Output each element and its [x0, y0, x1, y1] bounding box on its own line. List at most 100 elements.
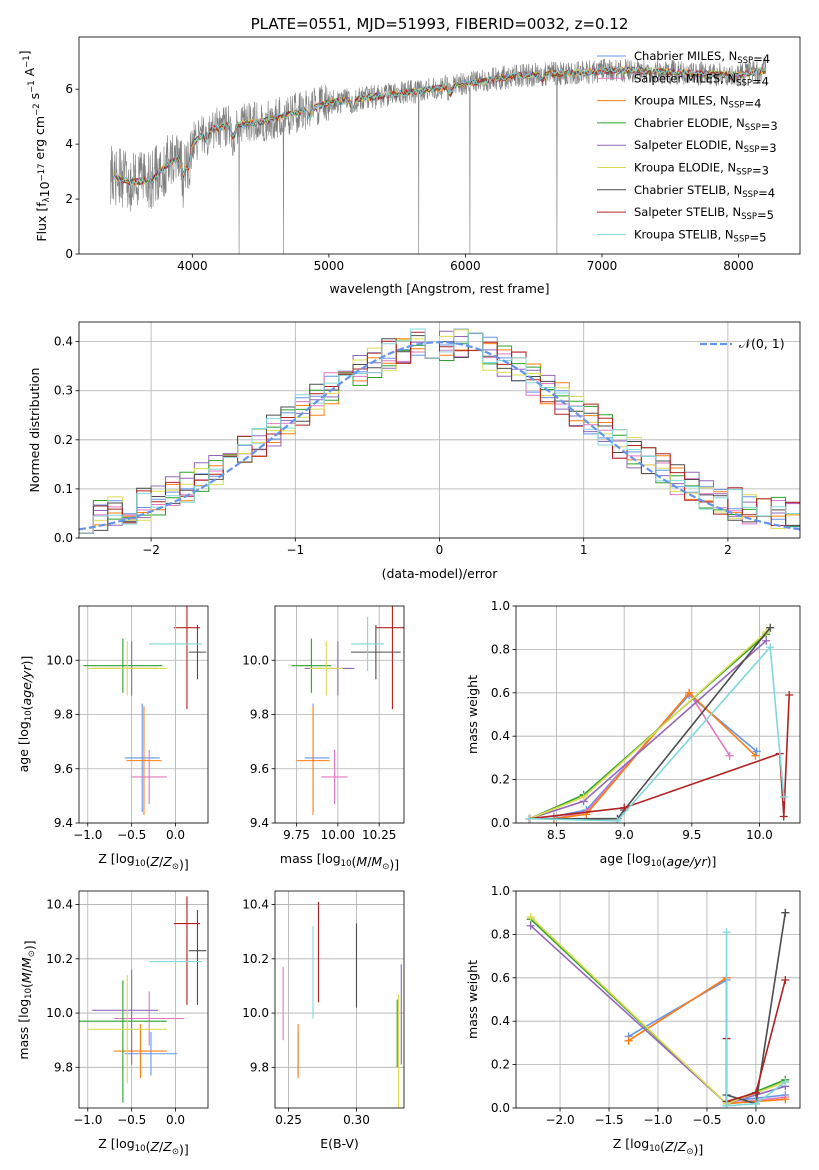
- legend-entry: Kroupa STELIB, NSSP=5: [634, 227, 766, 244]
- x-tick-label: 2: [724, 543, 732, 557]
- y-tick-label: 0.0: [491, 1101, 510, 1115]
- y-tick-label: 9.4: [54, 816, 73, 830]
- y-tick-label: 0.8: [491, 927, 510, 941]
- axis-frame-spectrum: 4000 5000 6000 7000 8000 0 2 4 6: [65, 36, 801, 273]
- data-point-marker: [781, 1077, 790, 1086]
- legend-entry: Salpeter STELIB, NSSP=5: [634, 205, 774, 222]
- x-tick-label: 9.5: [682, 828, 701, 842]
- y-tick-label: 9.8: [250, 708, 269, 722]
- y-tick-label: 0.4: [491, 1014, 510, 1028]
- y-tick-label: 9.6: [54, 762, 73, 776]
- x-tick-label: 7000: [587, 259, 618, 273]
- y-tick-label: 10.4: [46, 898, 73, 912]
- axes-mass_vs_Z: −1.0 −0.5 0.0 9.8 10.0 10.2 10.4: [46, 890, 209, 1127]
- axes-spectrum: 4000 5000 6000 7000 8000 0 2 4 6: [65, 36, 801, 273]
- y-tick-label: 1.0: [491, 884, 510, 898]
- legend-entry: Chabrier MILES, NSSP=4: [634, 49, 770, 66]
- axes-frame: [274, 890, 405, 1109]
- y-tick-label: 2: [65, 192, 73, 206]
- plot-area-mass_vs_Z: [79, 896, 207, 1103]
- data-point-marker: [751, 751, 760, 760]
- axes-residuals: −2 −1 0 1 2 0.0 0.1 0.2 0.3 0.4: [54, 321, 801, 557]
- x-tick-label: 10.00: [321, 828, 355, 842]
- data-point-marker: [779, 812, 788, 821]
- y-tick-label: 0.1: [54, 482, 73, 496]
- x-tick-label: 10.25: [362, 828, 396, 842]
- y-tick-label: 9.6: [250, 762, 269, 776]
- y-tick-label: 0.2: [491, 1058, 510, 1072]
- x-axis-label: E(B-V): [320, 1136, 359, 1151]
- y-tick-label: 0.0: [54, 531, 73, 545]
- y-tick-label: 10.0: [46, 653, 73, 667]
- legend-entry: Kroupa MILES, NSSP=4: [634, 94, 761, 111]
- axes-mass_weight_vs_age: 8.5 9.0 9.5 10.0 0.0 0.2 0.4 0.6 0.8 1.0: [491, 599, 801, 842]
- x-axis-label: mass [log10(M/M⊙)]: [280, 851, 399, 872]
- data-point-marker: [722, 928, 731, 937]
- data-point-marker: [751, 1099, 760, 1108]
- series-line: [529, 694, 790, 820]
- y-tick-label: 0.6: [491, 971, 510, 985]
- plot-area-age_vs_Z: [83, 606, 207, 815]
- series-line: [529, 631, 767, 820]
- x-tick-label: 0.0: [166, 1113, 185, 1127]
- chart-title: PLATE=0551, MJD=51993, FIBERID=0032, z=0…: [251, 15, 629, 33]
- x-axis-label: Z [log10(Z/Z⊙)]: [613, 1136, 703, 1157]
- spectrum-legend: Chabrier MILES, NSSP=4 Salpeter MILES, NS…: [597, 49, 778, 244]
- y-tick-label: 0: [65, 247, 73, 261]
- histogram-step: [79, 342, 800, 534]
- series-line: [529, 633, 767, 820]
- y-tick-label: 1.0: [491, 599, 510, 613]
- y-tick-label: 9.8: [54, 708, 73, 722]
- legend-entry: Salpeter MILES, NSSP=4: [634, 71, 769, 88]
- plot-area-residuals: [79, 328, 800, 534]
- data-point-marker: [766, 643, 775, 652]
- y-tick-label: 9.4: [250, 816, 269, 830]
- data-point-marker: [613, 816, 622, 823]
- data-point-marker: [685, 688, 694, 697]
- data-point-marker: [781, 975, 790, 984]
- data-point-marker: [779, 792, 788, 801]
- axes-mass_weight_vs_Z: −2.0 −1.5 −1.0 −0.5 0.0 0.0 0.2 0.4 0.6 0.8 1.0: [491, 884, 801, 1127]
- data-point-marker: [525, 814, 534, 823]
- axes-age_vs_Z: −1.0 −0.5 0.0 9.4 9.6 9.8 10.0: [46, 605, 209, 842]
- x-tick-label: −1.5: [594, 1113, 623, 1127]
- x-axis-label: (data-model)/error: [382, 566, 499, 581]
- axes-frame: [78, 36, 801, 255]
- data-point-marker: [781, 908, 790, 917]
- axes-age_vs_mass: 9.75 10.00 10.25 9.4 9.6 9.8 10.0: [242, 605, 405, 842]
- y-tick-label: 10.0: [242, 1006, 269, 1020]
- x-axis-label: Z [log10(Z/Z⊙)]: [98, 1136, 188, 1157]
- y-tick-label: 10.0: [242, 653, 269, 667]
- y-tick-label: 0.8: [491, 642, 510, 656]
- x-tick-label: 10.0: [746, 828, 773, 842]
- y-axis-label: mass weight: [465, 675, 480, 754]
- axis-frame-mass_vs_Z: −1.0 −0.5 0.0 9.8 10.0 10.2 10.4: [46, 890, 209, 1127]
- y-tick-label: 0.2: [491, 773, 510, 787]
- x-tick-label: 8.5: [547, 828, 566, 842]
- legend-entry: Chabrier STELIB, NSSP=4: [634, 183, 775, 200]
- data-point-marker: [526, 921, 535, 930]
- x-tick-label: 0: [436, 543, 444, 557]
- legend-entry: 𝒩(0, 1): [739, 336, 785, 351]
- x-tick-label: 1: [580, 543, 588, 557]
- y-tick-label: 0.6: [491, 686, 510, 700]
- y-axis-label: Flux [fλ10−17 erg cm−2 s−1 A−1]: [17, 50, 52, 241]
- data-point-marker: [725, 751, 734, 760]
- y-tick-label: 0.3: [54, 384, 73, 398]
- y-tick-label: 0.2: [54, 433, 73, 447]
- x-tick-label: −1.0: [73, 828, 102, 842]
- x-tick-label: 0.30: [343, 1113, 370, 1127]
- x-tick-label: −1: [286, 543, 304, 557]
- data-point-marker: [624, 1036, 633, 1045]
- data-point-marker: [752, 747, 761, 756]
- legend-entry: Salpeter ELODIE, NSSP=3: [634, 138, 777, 155]
- model-spectrum-line: [112, 66, 766, 185]
- axis-frame-residuals: −2 −1 0 1 2 0.0 0.1 0.2 0.3 0.4: [54, 321, 801, 557]
- y-tick-label: 10.2: [242, 952, 269, 966]
- data-point-marker: [781, 1095, 790, 1104]
- x-axis-label: Z [log10(Z/Z⊙)]: [98, 851, 188, 872]
- legend-entry: Chabrier ELODIE, NSSP=3: [634, 116, 778, 133]
- y-axis-label: mass [log10(M/M⊙)]: [16, 940, 37, 1059]
- data-point-marker: [766, 623, 775, 632]
